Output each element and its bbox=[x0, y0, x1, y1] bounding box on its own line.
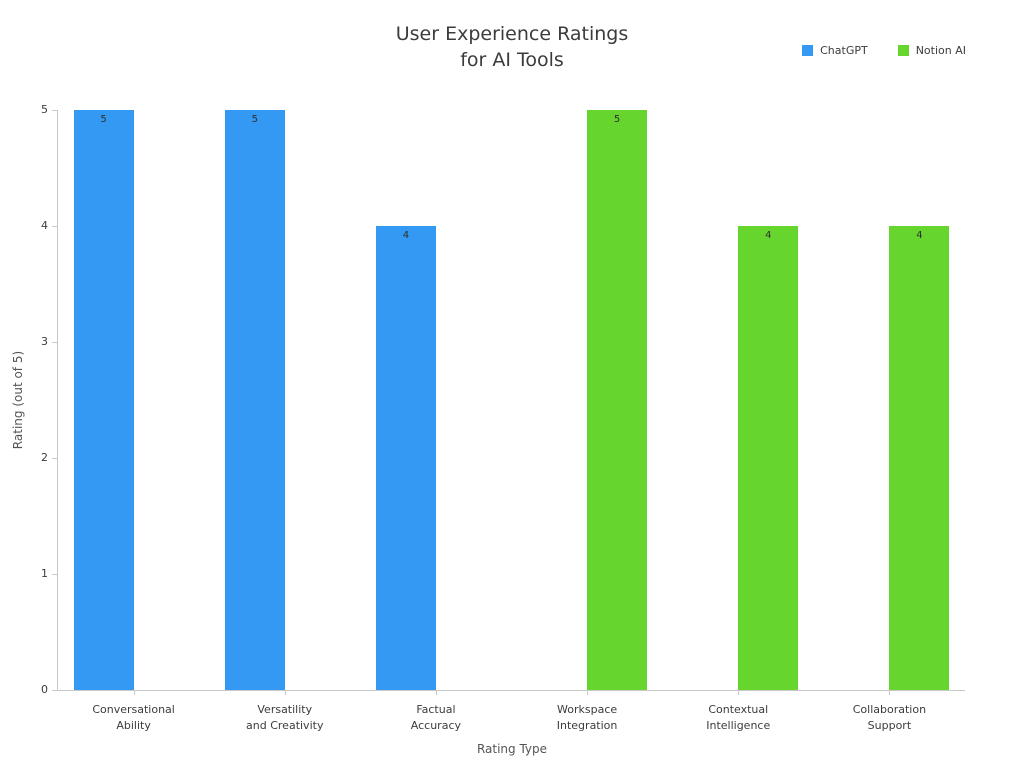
y-tick-mark bbox=[52, 690, 58, 691]
y-tick-mark bbox=[52, 574, 58, 575]
y-tick-label: 1 bbox=[41, 567, 48, 580]
x-tick-label: Workspace Integration bbox=[556, 703, 618, 732]
bar-notion-ai bbox=[738, 226, 799, 690]
x-tick-mark bbox=[587, 690, 589, 695]
legend-item-chatgpt: ChatGPT bbox=[802, 44, 868, 57]
y-tick-label: 3 bbox=[41, 335, 48, 348]
x-tick-label: Factual Accuracy bbox=[410, 703, 462, 732]
x-tick-label: Collaboration Support bbox=[852, 703, 927, 732]
y-tick-mark bbox=[52, 110, 58, 111]
y-tick-label: 5 bbox=[41, 103, 48, 116]
y-tick-label: 0 bbox=[41, 683, 48, 696]
bar-notion-ai bbox=[889, 226, 950, 690]
bar-chatgpt bbox=[375, 226, 436, 690]
chart-title: User Experience Ratings for AI Tools bbox=[395, 23, 629, 71]
x-axis-title: Rating Type bbox=[476, 742, 548, 756]
bar-chatgpt bbox=[73, 110, 134, 690]
legend: ChatGPT Notion AI bbox=[802, 44, 966, 57]
bar-value-label: 5 bbox=[251, 114, 258, 125]
bar-value-label: 5 bbox=[613, 114, 621, 125]
y-tick-label: 2 bbox=[41, 451, 48, 464]
plot-area: 0 1 2 3 4 5 Conversational Ability 5 Versatility… bbox=[41, 103, 965, 732]
bar-value-label: 4 bbox=[765, 230, 772, 241]
x-tick-label: Contextual Intelligence bbox=[706, 703, 771, 732]
y-axis-title: Rating (out of 5) bbox=[11, 350, 25, 450]
y-tick-mark bbox=[52, 226, 58, 227]
x-tick-mark bbox=[284, 690, 286, 695]
legend-item-notion-ai: Notion AI bbox=[897, 44, 966, 57]
bar-notion-ai bbox=[587, 110, 648, 690]
bar-value-label: 5 bbox=[100, 114, 107, 125]
legend-swatch bbox=[802, 45, 814, 56]
x-tick-label: Conversational Ability bbox=[92, 703, 175, 732]
x-tick-mark bbox=[133, 690, 135, 695]
bar-value-label: 4 bbox=[402, 230, 410, 241]
bar-chatgpt bbox=[224, 110, 285, 690]
x-tick-mark bbox=[738, 690, 740, 695]
legend-label: ChatGPT bbox=[820, 44, 868, 57]
bar-value-label: 4 bbox=[916, 230, 923, 241]
legend-label: Notion AI bbox=[915, 44, 966, 57]
y-tick-label: 4 bbox=[41, 219, 48, 232]
y-tick-mark bbox=[52, 458, 58, 459]
x-tick-mark bbox=[435, 690, 437, 695]
x-tick-mark bbox=[889, 690, 891, 695]
legend-swatch bbox=[897, 45, 909, 56]
y-tick-mark bbox=[52, 342, 58, 343]
x-tick-label: Versatility and Creativity bbox=[246, 703, 324, 732]
